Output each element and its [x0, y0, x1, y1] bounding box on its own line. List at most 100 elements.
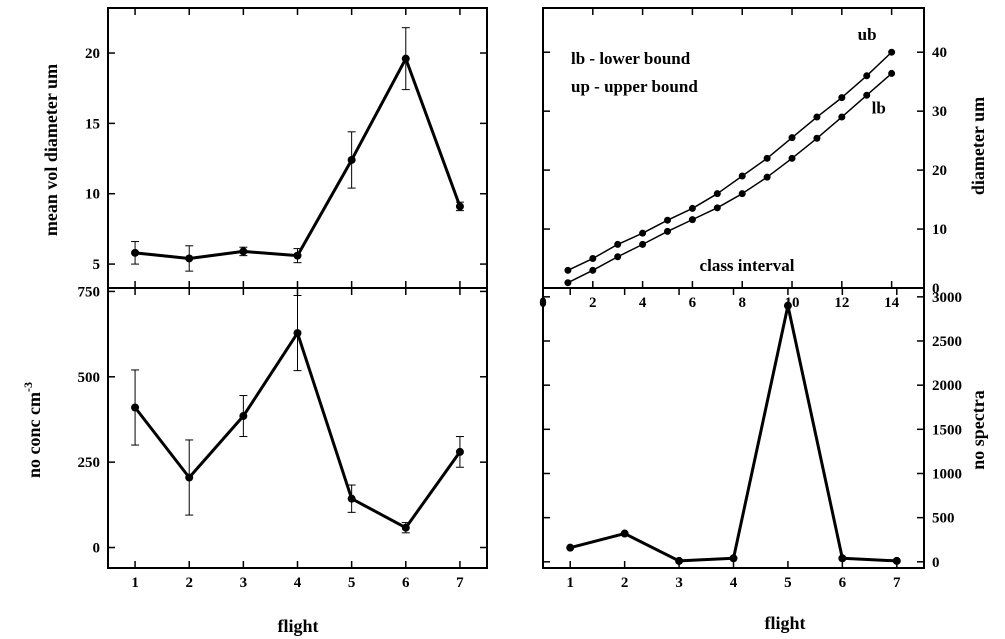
x-tick-label: 6	[839, 575, 847, 591]
data-point	[675, 556, 684, 565]
data-point	[564, 266, 572, 274]
data-point	[131, 248, 140, 257]
data-point	[664, 216, 672, 224]
data-point	[239, 412, 248, 421]
data-point	[783, 301, 792, 310]
data-point	[788, 154, 796, 162]
legend-line-lb: lb - lower bound	[571, 49, 691, 68]
x-tick-label: 2	[621, 575, 629, 591]
y-tick-label: 20	[932, 163, 947, 179]
x-tick-label: 8	[738, 295, 746, 311]
x-tick-label: 4	[730, 575, 738, 591]
y-axis-label: diameter um	[968, 97, 988, 195]
series-label-ub: ub	[858, 25, 877, 44]
data-point	[566, 543, 575, 552]
x-tick-label: 4	[294, 575, 302, 591]
y-tick-label: 0	[932, 555, 940, 571]
y-tick-label: 500	[932, 511, 955, 527]
x-tick-label: 7	[456, 575, 464, 591]
data-point	[838, 113, 846, 121]
y-axis-label: no conc cm-3	[21, 382, 44, 478]
data-point	[813, 134, 821, 142]
y-tick-label: 2000	[932, 378, 962, 394]
data-point	[347, 155, 356, 164]
data-point	[401, 54, 410, 63]
y-tick-label: 1500	[932, 422, 962, 438]
data-point	[455, 447, 464, 456]
x-tick-label: 4	[639, 295, 647, 311]
series-line	[567, 72, 893, 284]
y-tick-label: 10	[932, 222, 947, 238]
y-tick-label: 750	[78, 284, 101, 300]
y-axis-label: no spectra	[968, 390, 988, 470]
y-tick-label: 0	[93, 541, 101, 557]
data-point	[688, 204, 696, 212]
x-tick-label: 1	[566, 575, 574, 591]
y-tick-label: 15	[85, 116, 100, 132]
panel-no-conc: 1 2 3 4 5 6 7 0 250 500 750 no conc cm-3 flight	[21, 284, 488, 636]
plot-frame-3	[542, 287, 925, 569]
data-point	[838, 554, 847, 563]
data-point	[863, 72, 871, 80]
data-point	[738, 172, 746, 180]
y-axis-label-main: no conc cm	[24, 392, 44, 478]
y-tick-label: 250	[78, 455, 101, 471]
data-point	[639, 229, 647, 237]
data-point	[713, 190, 721, 198]
data-point	[614, 253, 622, 261]
x-tick-label: 5	[348, 575, 356, 591]
panel-mean-vol-diameter: 5 10 15 20 mean vol diameter um	[41, 7, 488, 289]
data-point	[713, 204, 721, 212]
data-point	[185, 254, 194, 263]
y-tick-label: 2500	[932, 334, 962, 350]
x-tick-label: 6	[689, 295, 697, 311]
data-point	[620, 529, 629, 538]
x-tick-label: 2	[185, 575, 193, 591]
data-point	[888, 69, 896, 77]
x-tick-label: 12	[834, 295, 849, 311]
y-tick-label: 500	[78, 370, 101, 386]
series-label-lb: lb	[872, 98, 886, 117]
data-point	[639, 240, 647, 248]
x-axis-label: flight	[277, 616, 318, 636]
x-axis-label: flight	[764, 613, 805, 633]
y-axis-label-superscript: -3	[21, 382, 35, 392]
data-point	[239, 247, 248, 256]
data-point	[614, 240, 622, 248]
y-axis-label: mean vol diameter um	[41, 64, 61, 236]
series-line	[567, 51, 893, 271]
series-line	[134, 57, 462, 260]
data-point	[564, 279, 572, 287]
data-point	[664, 227, 672, 235]
data-point	[763, 154, 771, 162]
data-point	[813, 113, 821, 121]
legend-line-ub: up - upper bound	[571, 77, 698, 96]
data-point	[688, 216, 696, 224]
data-point	[863, 91, 871, 99]
x-tick-label: 1	[131, 575, 139, 591]
data-point	[892, 556, 901, 565]
data-point	[763, 173, 771, 181]
y-tick-label: 30	[932, 104, 947, 120]
x-tick-label: 3	[240, 575, 248, 591]
x-tick-label: 14	[884, 295, 900, 311]
x-tick-label: 3	[675, 575, 683, 591]
series-line	[569, 304, 897, 563]
data-point	[788, 134, 796, 142]
data-point	[455, 202, 464, 211]
x-tick-label: 2	[589, 295, 597, 311]
data-point	[589, 266, 597, 274]
y-tick-label: 0	[932, 281, 940, 297]
y-tick-label: 5	[93, 257, 101, 273]
x-tick-label: 6	[402, 575, 410, 591]
y-tick-label: 20	[85, 46, 100, 62]
data-point	[888, 48, 896, 56]
data-point	[185, 473, 194, 482]
data-point	[293, 329, 302, 338]
data-point	[401, 523, 410, 532]
y-tick-label: 1000	[932, 466, 962, 482]
data-point	[738, 190, 746, 198]
data-point	[729, 554, 738, 563]
